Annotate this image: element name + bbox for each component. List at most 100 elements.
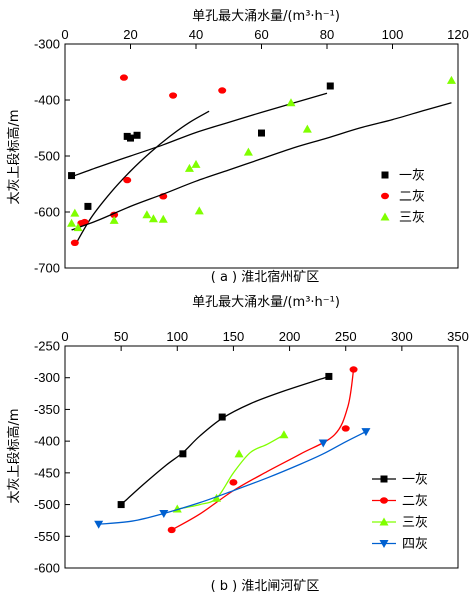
chart-b-data-point bbox=[167, 526, 176, 534]
chart-b-series-line bbox=[120, 375, 330, 506]
chart-b-series-1 bbox=[117, 372, 333, 509]
chart-a-data-point bbox=[70, 208, 80, 217]
chart-a-legend-item: 一灰 bbox=[381, 169, 425, 184]
chart-a-data-point bbox=[286, 98, 296, 107]
chart-b-data-point bbox=[341, 425, 350, 432]
chart-b-data-point bbox=[361, 428, 371, 437]
chart-b-data-point bbox=[279, 430, 289, 439]
chart-b-series-line bbox=[177, 434, 285, 510]
chart-a-x-tick-label: 100 bbox=[382, 27, 404, 42]
chart-a-data-point bbox=[123, 176, 132, 184]
chart-b-data-point bbox=[94, 520, 104, 529]
chart-a-x-axis-title: 单孔最大涌水量/(m³·h⁻¹) bbox=[192, 9, 340, 24]
chart-a-y-tick-label: -700 bbox=[34, 261, 60, 276]
chart-b-data-point bbox=[325, 372, 333, 380]
chart-b-series-line bbox=[171, 369, 355, 531]
chart-b-legend-marker bbox=[379, 540, 389, 548]
chart-b-data-point bbox=[179, 450, 187, 458]
chart-b-data-point bbox=[234, 449, 244, 458]
chart-b-data-point bbox=[159, 509, 169, 518]
chart-a-x-tick-label: 20 bbox=[123, 27, 137, 42]
chart-a-legend-marker bbox=[381, 171, 389, 179]
chart-a-series-1 bbox=[68, 82, 334, 210]
chart-a-data-point bbox=[70, 239, 79, 246]
chart-b-legend-marker bbox=[380, 497, 388, 504]
chart-b-y-tick-label: -500 bbox=[34, 497, 60, 512]
chart-a-data-point bbox=[194, 206, 204, 215]
chart-b-y-axis-title: 太灰上段标高/m bbox=[6, 408, 22, 503]
chart-b-series-4 bbox=[94, 428, 371, 529]
chart-a-y-tick-label: -300 bbox=[34, 37, 60, 52]
chart-a-data-point bbox=[302, 124, 312, 133]
chart-b-data-point bbox=[117, 501, 125, 509]
chart-b-y-tick-label: -400 bbox=[34, 434, 60, 449]
chart-a-data-point bbox=[243, 147, 253, 156]
chart-b-x-tick-label: 250 bbox=[335, 329, 357, 344]
chart-b-data-point bbox=[218, 413, 226, 421]
chart-a-caption: ( a ) 淮北宿州矿区 bbox=[211, 269, 320, 285]
chart-a-data-point bbox=[191, 159, 201, 168]
chart-a-data-point bbox=[133, 131, 141, 139]
chart-a-y-axis-title: 太灰上段标高/m bbox=[6, 109, 22, 204]
chart-a-fit-curve bbox=[71, 92, 328, 178]
chart-b-x-tick-label: 350 bbox=[447, 329, 469, 344]
chart-a-fit-curve bbox=[71, 102, 452, 231]
chart-a-x-tick-label: 60 bbox=[254, 27, 268, 42]
chart-b-legend-label: 一灰 bbox=[402, 473, 428, 488]
chart-a-data-point bbox=[68, 172, 76, 180]
chart-b-series-line bbox=[98, 431, 367, 525]
chart-b-data-point bbox=[318, 439, 328, 448]
chart-b-data-point bbox=[349, 366, 358, 373]
chart-b-y-tick-label: -350 bbox=[34, 402, 60, 417]
chart-b-y-tick-label: -450 bbox=[34, 465, 60, 480]
chart-a-data-point bbox=[218, 87, 227, 94]
chart-a-legend-item: 二灰 bbox=[381, 190, 425, 205]
chart-b-y-tick-label: -550 bbox=[34, 529, 60, 544]
chart-b-plot-frame bbox=[64, 345, 459, 569]
chart-a-legend-item: 三灰 bbox=[380, 211, 425, 226]
chart-b-x-axis-title: 单孔最大涌水量/(m³·h⁻¹) bbox=[192, 295, 340, 310]
chart-b-x-tick-label: 200 bbox=[279, 329, 301, 344]
chart-a-data-point bbox=[326, 82, 334, 90]
chart-b-legend-label: 四灰 bbox=[402, 537, 428, 552]
chart-b-x-tick-label: 50 bbox=[114, 329, 128, 344]
chart-a-legend-label: 三灰 bbox=[399, 211, 425, 226]
chart-a-data-point bbox=[109, 215, 119, 224]
chart-b-legend-item: 二灰 bbox=[372, 494, 428, 509]
chart-a-y-tick-label: -500 bbox=[34, 149, 60, 164]
chart-a-legend-label: 二灰 bbox=[399, 190, 425, 205]
chart-b-x-tick-label: 100 bbox=[166, 329, 188, 344]
chart-a-legend-label: 一灰 bbox=[399, 169, 425, 184]
chart-a-data-point bbox=[127, 134, 134, 142]
chart-a-series-3 bbox=[67, 75, 456, 232]
chart-a-x-tick-label: 0 bbox=[61, 27, 68, 42]
chart-a-data-point bbox=[169, 92, 178, 99]
chart-b-legend-label: 二灰 bbox=[402, 494, 428, 509]
chart-a-y-tick-label: -400 bbox=[34, 93, 60, 108]
chart-a-x-tick-label: 80 bbox=[320, 27, 334, 42]
chart-b-legend-marker bbox=[380, 475, 388, 483]
chart-a-legend-marker bbox=[381, 192, 389, 200]
chart-a-data-point bbox=[184, 163, 194, 172]
chart-b-x-tick-label: 0 bbox=[61, 329, 68, 344]
chart-b-legend-item: 一灰 bbox=[372, 473, 428, 488]
chart-b-caption: ( b ) 淮北闸河矿区 bbox=[211, 579, 320, 594]
chart-a-data-point bbox=[258, 129, 265, 137]
chart-b-y-tick-label: -300 bbox=[34, 370, 60, 385]
chart-a: 单孔最大涌水量/(m³·h⁻¹) 太灰上段标高/m ( a ) 淮北宿州矿区 0… bbox=[6, 9, 469, 285]
chart-b-x-tick-label: 300 bbox=[391, 329, 413, 344]
chart-b-legend-label: 三灰 bbox=[402, 516, 428, 531]
chart-a-data-point bbox=[142, 210, 152, 219]
chart-a-data-point bbox=[73, 223, 83, 232]
chart-a-data-point bbox=[84, 202, 92, 210]
chart-b-data-point bbox=[229, 479, 238, 486]
chart-b-y-tick-label: -250 bbox=[34, 339, 60, 354]
chart-a-data-point bbox=[80, 218, 89, 226]
chart-a-x-tick-label: 40 bbox=[189, 27, 203, 42]
chart-a-data-point bbox=[446, 75, 456, 84]
chart-b-series-3 bbox=[172, 430, 289, 513]
chart-a-data-point bbox=[67, 218, 77, 227]
chart-b-data-point bbox=[212, 493, 222, 502]
chart-b: 单孔最大涌水量/(m³·h⁻¹) 太灰上段标高/m ( b ) 淮北闸河矿区 0… bbox=[6, 295, 469, 594]
